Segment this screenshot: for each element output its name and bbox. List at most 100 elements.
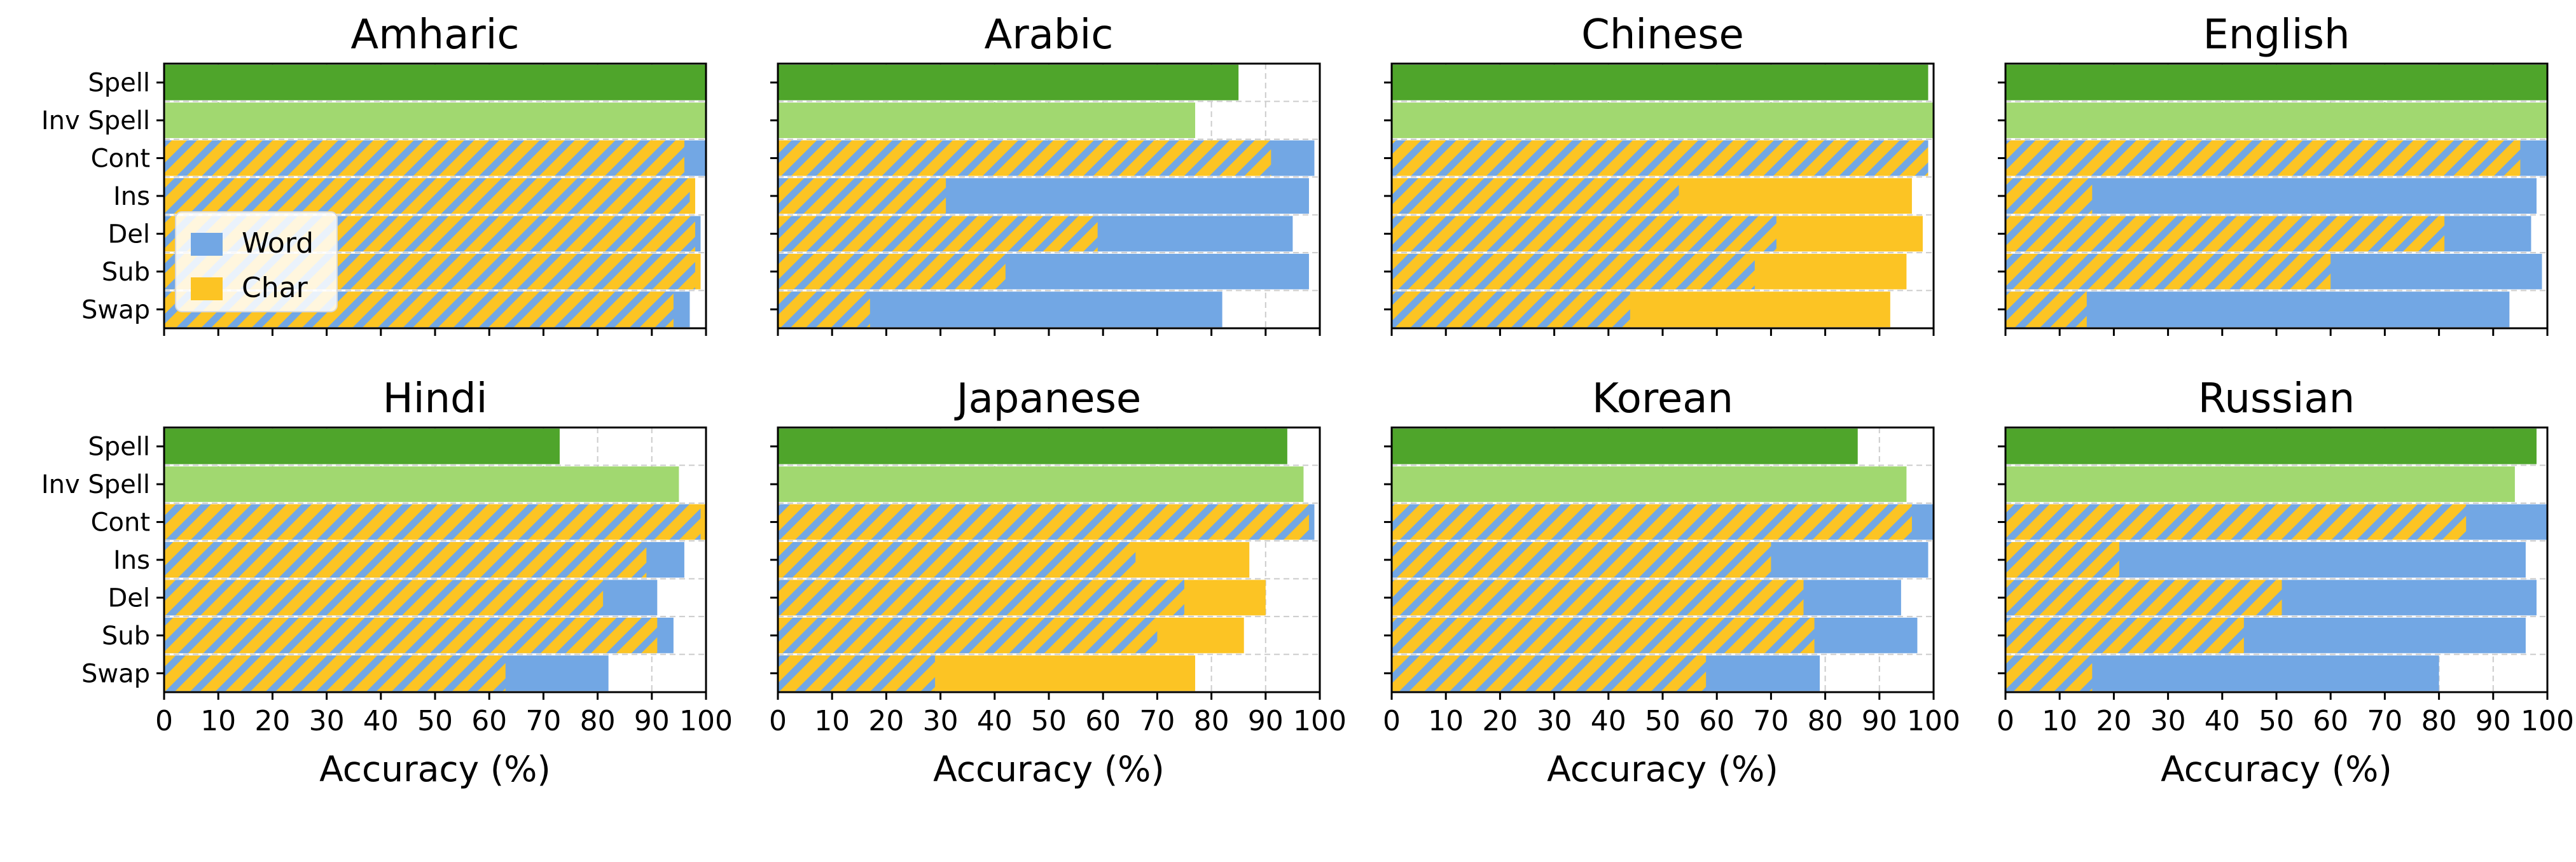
xtick-label: 40 [1591,705,1626,737]
bar-inv-spell [1392,102,1934,139]
ytick-label-swap: Swap [81,659,150,688]
ytick-label-inv-spell: Inv Spell [41,470,150,499]
bar-char-swap [1392,655,1707,692]
ytick-label-cont: Cont [91,144,150,174]
bar-char-sub [778,253,1006,289]
xtick-label: 70 [525,705,561,737]
panel-title-english: English [2203,11,2350,59]
panel-title-arabic: Arabic [985,11,1114,59]
xtick-label: 80 [1808,705,1843,737]
bar-char-swap [778,291,870,328]
bar-char-ins [2005,178,2093,214]
panel-title-chinese: Chinese [1581,11,1744,59]
xtick-label: 60 [1085,705,1121,737]
xtick-label: 0 [155,705,173,737]
xtick-label: 0 [1997,705,2014,737]
ytick-label-spell: Spell [88,69,150,98]
xtick-label: 90 [1248,705,1284,737]
bar-overlap-ins [164,178,690,214]
bar-word-swap [2005,291,2510,328]
bar-inv-spell [778,466,1304,503]
ytick-label-ins: Ins [113,546,150,575]
chart-panels: Amharic Spell Inv Spell Cont Ins Del Sub Swap Wo… [41,11,2574,789]
bar-char-cont [2005,504,2467,540]
xtick-label: 50 [1645,705,1680,737]
panel-korean: Korean 0 10 20 30 40 50 60 70 80 90 100 Accuracy (%) [1383,375,1960,789]
panel-english: English [1998,11,2549,336]
bar-char-cont [164,140,684,176]
xtick-label: 40 [363,705,399,737]
xtick-label: 10 [200,705,236,737]
xtick-label: 30 [1537,705,1572,737]
bar-inv-spell [164,102,706,139]
x-axis-label-korean: Accuracy (%) [1547,749,1778,789]
bar-char-cont [1392,504,1912,540]
xtick-label: 0 [769,705,787,737]
x-axis-label-hindi: Accuracy (%) [319,749,551,789]
xtick-label: 70 [1753,705,1789,737]
xtick-label: 60 [471,705,507,737]
bar-char-swap [164,655,506,692]
xtick-label: 60 [1699,705,1735,737]
bar-overlap-ins [1392,178,1679,214]
x-axis-label-japanese: Accuracy (%) [933,749,1165,789]
bar-char-sub [2005,253,2331,289]
panel-amharic: Amharic Spell Inv Spell Cont Ins Del Sub Swap Wo… [41,11,707,336]
bar-char-sub [164,617,658,653]
xtick-label: 40 [2205,705,2240,737]
xtick-label: 30 [923,705,959,737]
bar-char-sub [2005,617,2244,653]
legend: Word Char [175,211,338,312]
ytick-label-spell: Spell [88,433,150,462]
xtick-label: 50 [1031,705,1067,737]
xtick-label: 80 [2421,705,2457,737]
ytick-label-del: Del [107,219,150,249]
legend-label-char: Char [242,272,308,304]
xtick-label: 30 [2150,705,2186,737]
bar-inv-spell [2005,102,2547,139]
panel-title-russian: Russian [2198,375,2355,422]
xtick-label: 10 [1428,705,1464,737]
bar-char-del [164,580,604,616]
panel-title-amharic: Amharic [350,11,519,59]
bar-overlap-swap [778,655,936,692]
panel-japanese: Japanese 0 10 20 30 40 50 60 70 80 90 100 Accuracy (… [769,375,1347,789]
bar-inv-spell [778,102,1196,139]
bar-char-ins [1392,542,1771,578]
ytick-label-cont: Cont [91,508,150,538]
x-axis-label-russian: Accuracy (%) [2161,749,2392,789]
xtick-label: 20 [868,705,904,737]
panel-title-hindi: Hindi [383,375,488,422]
ytick-label-sub: Sub [102,258,150,287]
xtick-label: 100 [679,705,733,737]
xtick-label: 50 [417,705,453,737]
panel-title-korean: Korean [1592,375,1733,422]
xtick-label: 80 [580,705,616,737]
legend-swatch-word [191,233,223,256]
xtick-label: 100 [1293,705,1347,737]
xtick-label: 50 [2259,705,2294,737]
bar-spell [778,428,1287,464]
xtick-label: 20 [2096,705,2131,737]
bar-char-swap [2005,655,2093,692]
panel-title-japanese: Japanese [954,375,1142,422]
xtick-label: 20 [1482,705,1518,737]
bar-spell [1392,64,1929,101]
bar-inv-spell [164,466,679,503]
ytick-label-sub: Sub [102,622,150,651]
bar-spell [2005,428,2537,464]
ytick-label-del: Del [107,583,150,613]
bar-overlap-sub [778,617,1158,653]
legend-swatch-char [191,277,223,300]
bar-overlap-swap [1392,291,1630,328]
bar-spell [164,428,560,464]
bar-overlap-ins [778,542,1136,578]
bar-char-swap [2005,291,2087,328]
bar-word-ins [2005,178,2537,214]
bar-overlap-del [1392,216,1776,252]
ytick-label-swap: Swap [81,295,150,324]
bar-char-del [2005,580,2282,616]
bar-spell [164,64,706,101]
